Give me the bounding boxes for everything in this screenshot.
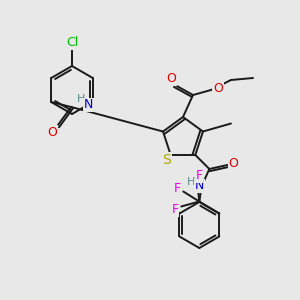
Text: F: F — [172, 203, 179, 216]
Text: O: O — [213, 82, 223, 94]
Text: Cl: Cl — [66, 37, 78, 50]
Text: S: S — [162, 153, 171, 167]
Text: F: F — [174, 182, 181, 195]
Text: H: H — [187, 177, 196, 187]
Text: N: N — [195, 179, 204, 193]
Text: O: O — [166, 73, 176, 85]
Text: H: H — [77, 94, 86, 104]
Text: O: O — [47, 125, 57, 139]
Text: O: O — [228, 158, 238, 170]
Text: F: F — [196, 169, 203, 182]
Text: N: N — [83, 98, 93, 112]
